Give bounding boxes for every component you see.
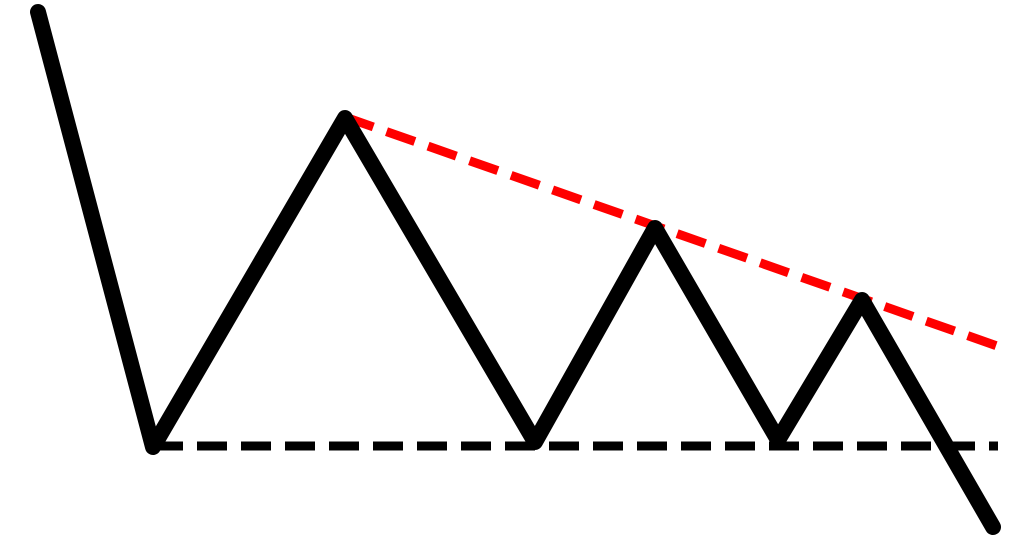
price-path: [30, 4, 1001, 535]
resistance-line: [343, 112, 1002, 352]
